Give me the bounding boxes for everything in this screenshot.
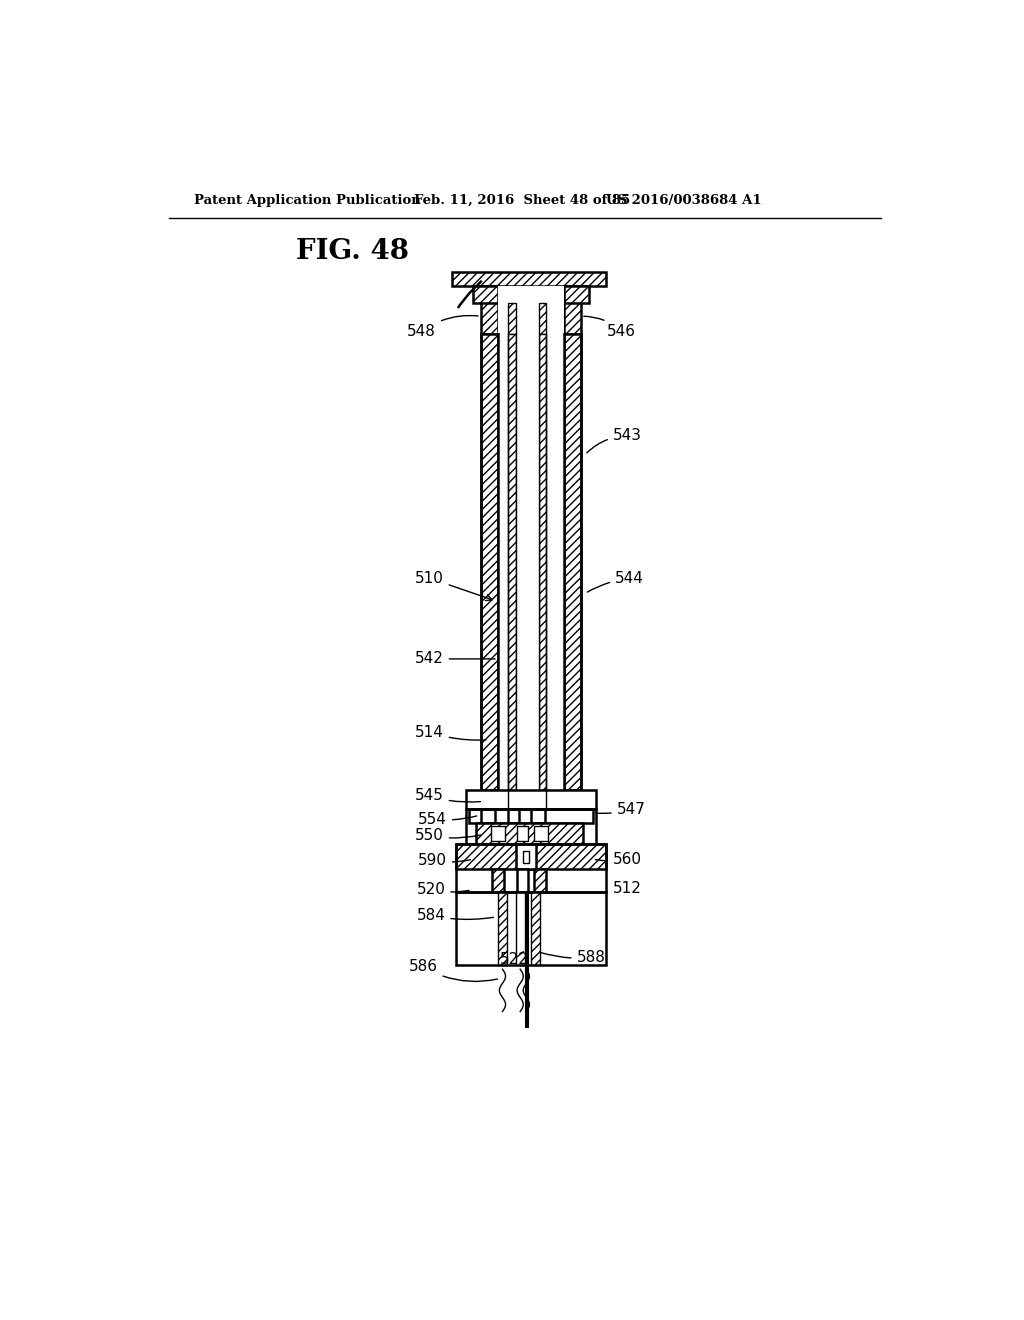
Bar xyxy=(508,304,515,334)
Text: FIG. 48: FIG. 48 xyxy=(296,239,410,265)
Bar xyxy=(490,826,505,841)
Text: 554: 554 xyxy=(418,812,477,826)
Text: 543: 543 xyxy=(587,428,642,453)
Bar xyxy=(564,334,581,789)
Text: 550: 550 xyxy=(415,829,480,843)
Text: 512: 512 xyxy=(606,880,642,896)
Text: 584: 584 xyxy=(417,908,494,923)
Text: 514: 514 xyxy=(415,725,485,741)
Bar xyxy=(535,869,546,892)
Text: 542: 542 xyxy=(415,651,495,667)
Text: 548: 548 xyxy=(408,315,478,339)
Bar xyxy=(466,809,596,845)
Bar xyxy=(564,286,581,334)
Bar xyxy=(515,334,539,789)
Text: 510: 510 xyxy=(415,570,493,601)
Bar xyxy=(498,892,507,965)
Bar xyxy=(481,809,495,822)
Text: 590: 590 xyxy=(418,853,470,869)
Bar xyxy=(515,845,536,869)
Bar xyxy=(564,286,589,304)
Text: 588: 588 xyxy=(540,950,605,965)
Bar xyxy=(481,334,498,789)
Bar xyxy=(517,869,528,892)
Bar xyxy=(457,892,605,965)
Bar xyxy=(493,869,504,892)
Bar xyxy=(523,850,529,863)
Bar xyxy=(469,809,593,822)
Bar xyxy=(515,892,524,965)
Text: US 2016/0038684 A1: US 2016/0038684 A1 xyxy=(606,194,762,207)
Bar xyxy=(531,809,545,822)
Bar xyxy=(539,334,547,789)
Bar xyxy=(457,845,605,869)
Text: Patent Application Publication: Patent Application Publication xyxy=(194,194,421,207)
Bar xyxy=(508,334,515,789)
Bar xyxy=(498,286,564,334)
Text: 520: 520 xyxy=(417,882,469,898)
Text: 544: 544 xyxy=(588,570,644,593)
Text: 547: 547 xyxy=(595,801,645,817)
Bar xyxy=(475,822,584,845)
Bar xyxy=(508,809,518,822)
Text: 586: 586 xyxy=(409,960,498,982)
Bar xyxy=(517,826,528,841)
Text: 560: 560 xyxy=(595,851,642,867)
Bar xyxy=(457,845,605,892)
Bar xyxy=(481,286,498,334)
Bar xyxy=(535,826,548,841)
Bar xyxy=(473,286,498,304)
Text: Feb. 11, 2016  Sheet 48 of 85: Feb. 11, 2016 Sheet 48 of 85 xyxy=(414,194,630,207)
Text: 546: 546 xyxy=(584,317,636,339)
Bar xyxy=(531,892,541,965)
Text: 522: 522 xyxy=(500,952,528,966)
Bar xyxy=(466,789,596,809)
Bar xyxy=(498,334,564,789)
Text: 545: 545 xyxy=(415,788,480,804)
Bar xyxy=(539,304,547,334)
Bar xyxy=(453,272,606,286)
